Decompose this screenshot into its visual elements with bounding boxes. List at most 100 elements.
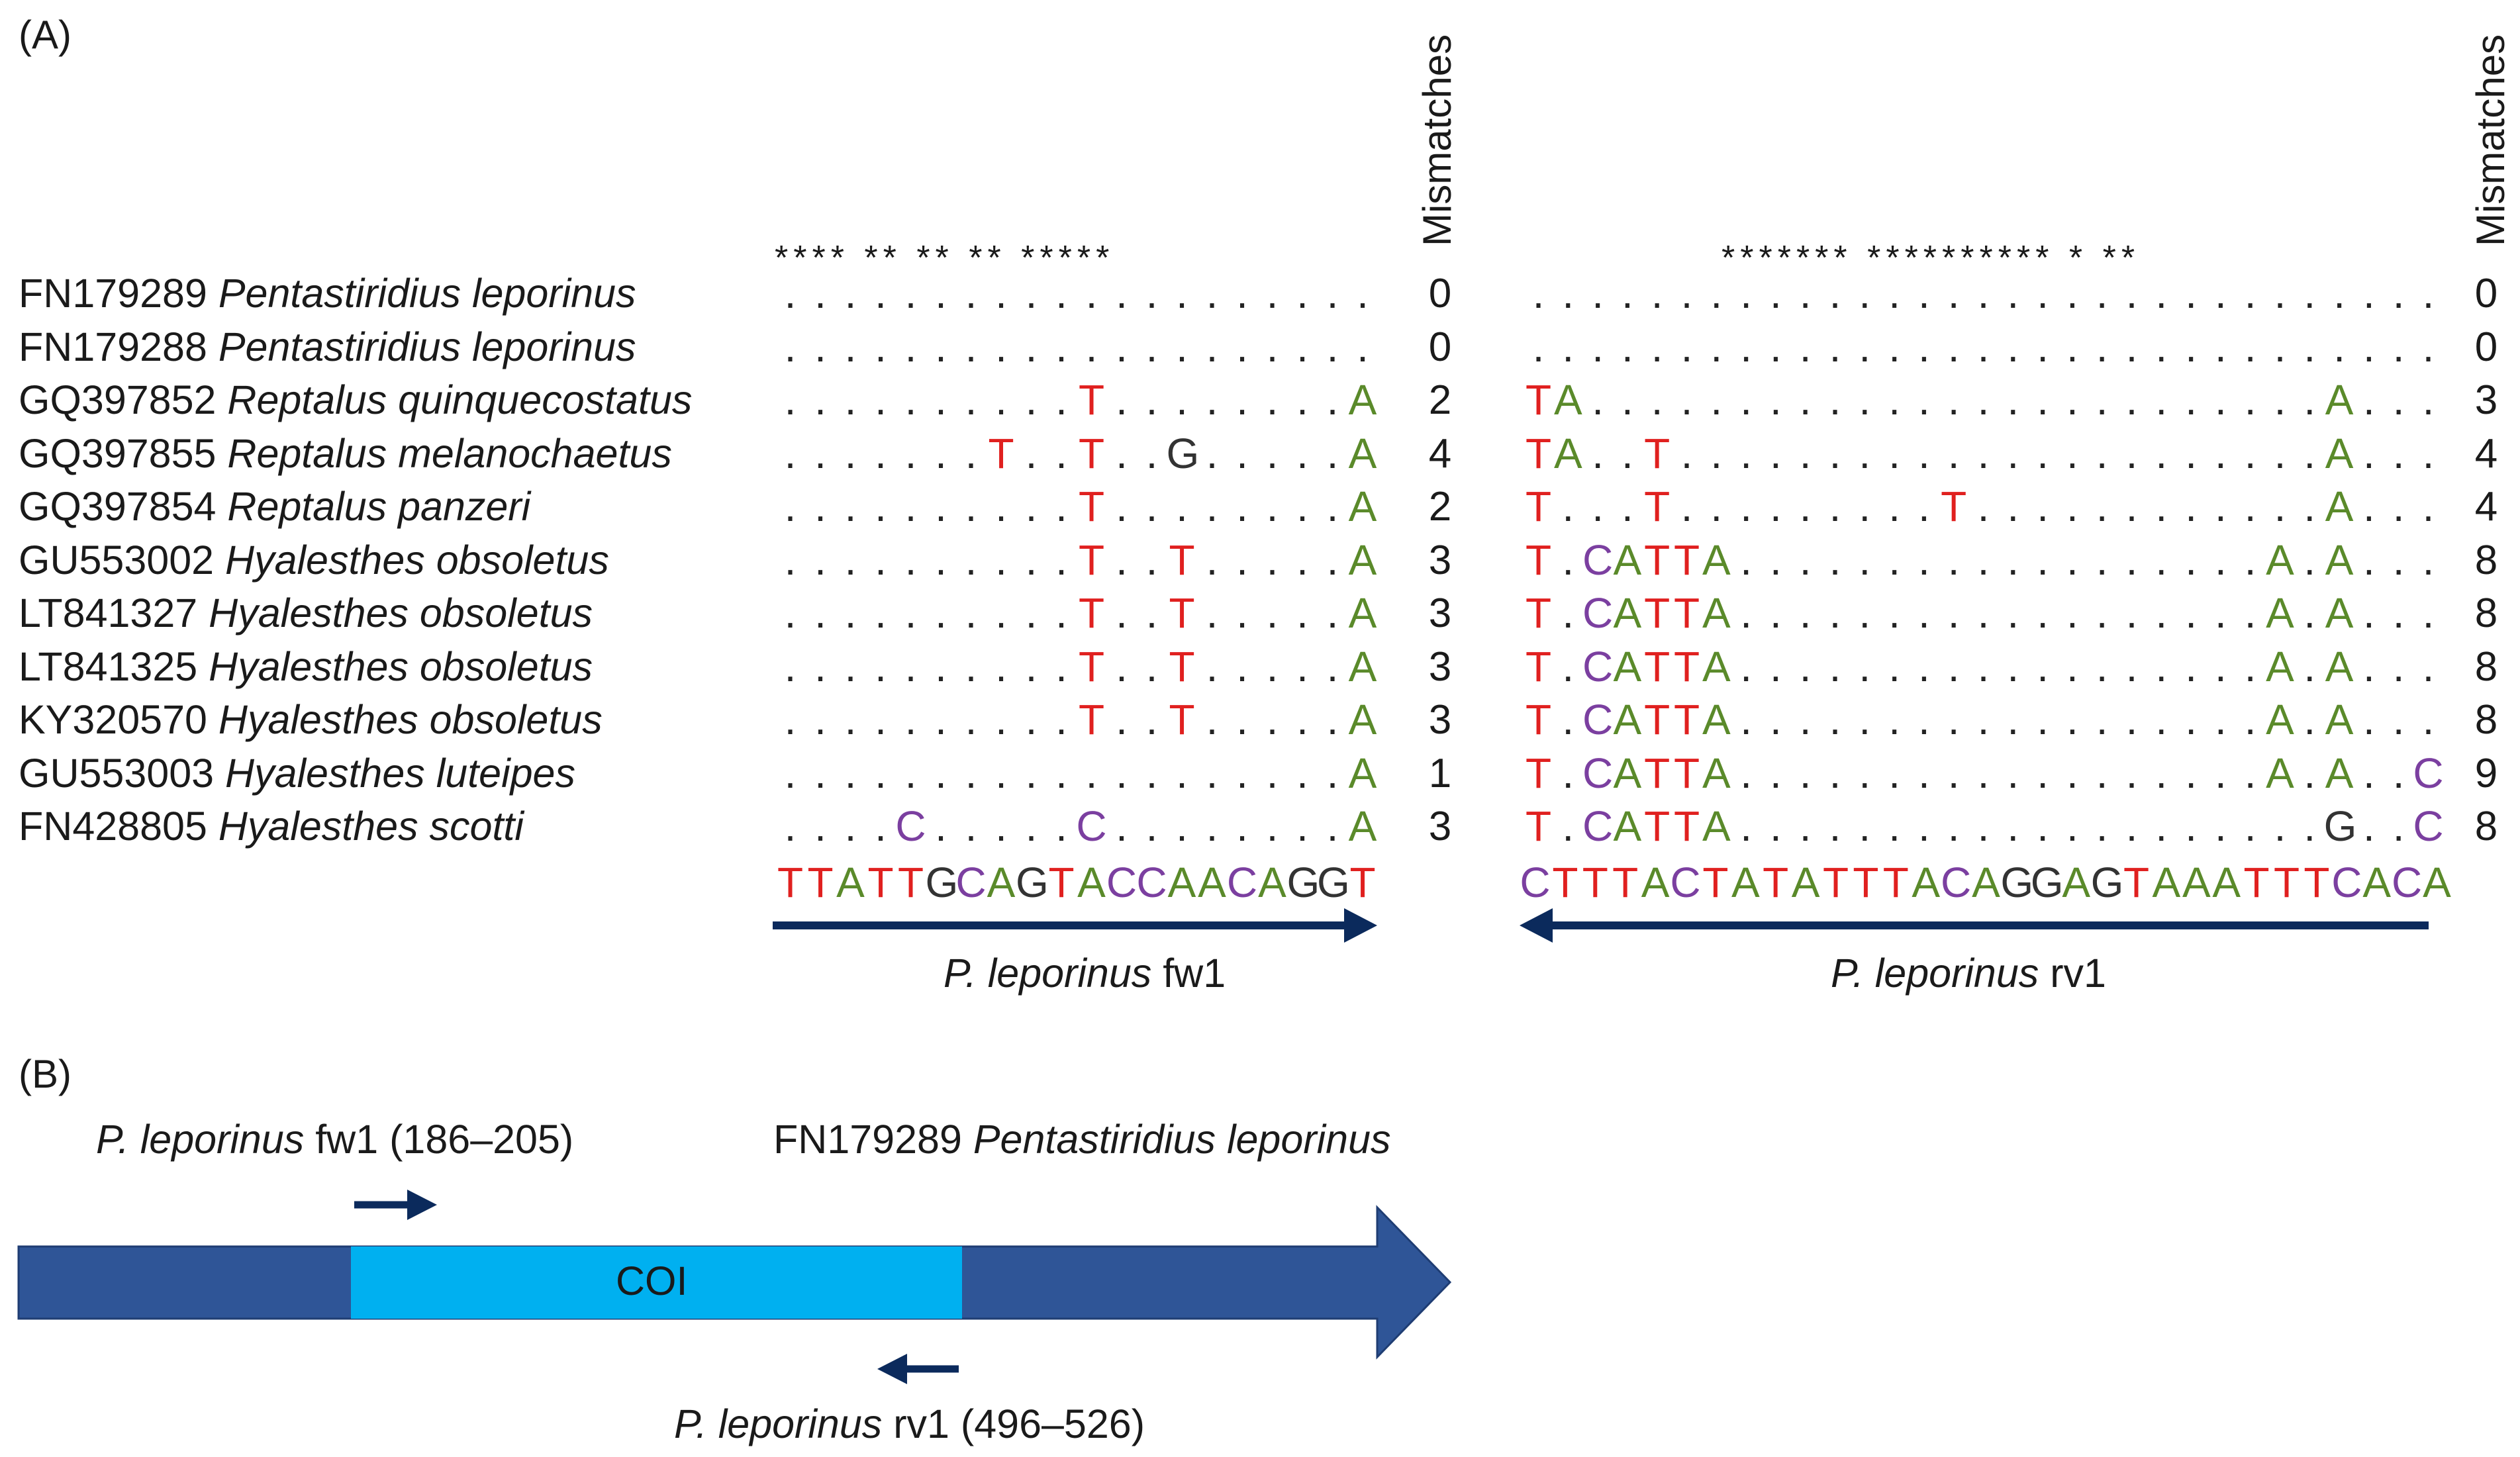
fw-base: . [935, 376, 947, 424]
rv-base: . [1562, 749, 1575, 797]
rv-base: . [2096, 322, 2108, 371]
fw-base: . [995, 696, 1007, 743]
rv-base: . [2244, 269, 2256, 317]
fw-base: . [814, 376, 826, 424]
rv-base: . [2066, 802, 2078, 850]
rv-base: . [1710, 269, 1723, 317]
b-rv-primer-range: (496–526) [960, 1401, 1145, 1446]
rv-base: . [2155, 269, 2168, 317]
rv-base: . [1977, 429, 1990, 477]
b-rv-primer-label: P. leporinus rv1 (496–526) [674, 1401, 1145, 1447]
coi-region [351, 1246, 962, 1319]
rv-base: A [1702, 696, 1731, 743]
b-fw-arrow [354, 1190, 437, 1220]
rv-base: . [2363, 376, 2375, 424]
fw-base: . [904, 589, 917, 637]
rv-base: . [2392, 376, 2405, 424]
rv-base: . [2155, 589, 2168, 637]
rv-base: . [2125, 269, 2138, 317]
rv-base: . [2363, 696, 2375, 743]
fw-ref-base: T [807, 859, 834, 906]
fw-base: . [1055, 269, 1067, 317]
rv-base: A [1613, 696, 1642, 743]
rv-base: . [2244, 642, 2256, 690]
fw-base: A [1348, 589, 1377, 637]
rv-base: . [2274, 269, 2286, 317]
fw-base: . [844, 483, 857, 530]
rv-base: . [1740, 376, 1752, 424]
fw-base: . [965, 322, 977, 371]
rv-base: . [1888, 376, 1900, 424]
rv-base: . [2066, 322, 2078, 371]
rv-base: . [2007, 483, 2019, 530]
rv-base: . [2007, 429, 2019, 477]
rv-mismatch-count: 8 [2474, 804, 2498, 849]
rv-base: . [1562, 269, 1575, 317]
fw-base: . [1296, 802, 1308, 850]
fw-base: T [1078, 536, 1105, 584]
rv-base: T [1644, 483, 1671, 530]
rv-base: . [2422, 642, 2435, 690]
rv-base: T [1525, 536, 1552, 584]
rv-base: A [2325, 642, 2354, 690]
rv-base: . [1651, 322, 1663, 371]
fw-base: . [995, 376, 1007, 424]
rv-base: . [1829, 322, 1841, 371]
rv-ref-base: A [2182, 859, 2211, 906]
rv-base: . [2244, 429, 2256, 477]
row-label: FN179288 Pentastiridius leporinus [19, 324, 636, 370]
gene-diagram [17, 1190, 1452, 1384]
fw-base: . [1055, 429, 1067, 477]
rv-base: . [2244, 483, 2256, 530]
rv-base: . [1918, 802, 1930, 850]
fw-base: . [1266, 802, 1279, 850]
rv-base: . [2096, 429, 2108, 477]
rv-base: A [1702, 536, 1731, 584]
fw-ref-base: G [1286, 859, 1320, 906]
fw-base: . [875, 642, 887, 690]
rv-base: A [2325, 696, 2354, 743]
rv-base: . [2185, 269, 2197, 317]
rv-mismatch-count: 8 [2474, 643, 2498, 690]
fw-base: T [1078, 483, 1105, 530]
rv-base: . [2244, 322, 2256, 371]
fw-base: . [935, 322, 947, 371]
fw-base: . [935, 802, 947, 850]
fw-base: . [1145, 642, 1158, 690]
rv-base: . [1888, 269, 1900, 317]
fw-base: . [1145, 269, 1158, 317]
fw-base: T [1078, 642, 1105, 690]
rv-base: . [1770, 483, 1782, 530]
fw-base: . [1357, 269, 1369, 317]
fw-base: A [1348, 802, 1377, 850]
fw-base: . [1145, 696, 1158, 743]
rv-base: . [1977, 376, 1990, 424]
rv-base: . [1888, 642, 1900, 690]
row-label: GU553003 Hyalesthes luteipes [19, 750, 575, 796]
fw-mismatch-count: 3 [1428, 537, 1452, 583]
fw-base: . [935, 429, 947, 477]
fw-base: . [1176, 749, 1188, 797]
rv-base: . [1859, 269, 1871, 317]
b-fw-primer-suffix: fw1 [315, 1117, 379, 1162]
accession-number: GQ397855 [19, 430, 217, 476]
fw-base: . [995, 589, 1007, 637]
rv-mismatch-count: 0 [2474, 324, 2498, 370]
rv-base: . [2303, 536, 2316, 584]
rv-ref-base: A [2423, 859, 2451, 906]
rv-base: . [2185, 376, 2197, 424]
rv-ref-base: G [2090, 859, 2124, 906]
rv-base: . [2066, 749, 2078, 797]
fw-base: . [814, 429, 826, 477]
fw-base: . [784, 322, 797, 371]
fw-mismatch-count: 0 [1428, 324, 1452, 370]
fw-base: . [1236, 696, 1248, 743]
rv-base: . [2066, 269, 2078, 317]
rv-base: . [1918, 376, 1930, 424]
row-label: LT841325 Hyalesthes obsoletus [19, 643, 593, 690]
rv-base: . [2392, 429, 2405, 477]
fw-base: . [1296, 642, 1308, 690]
rv-base: . [2185, 322, 2197, 371]
rv-base: . [1622, 483, 1633, 530]
rv-base: . [2185, 802, 2197, 850]
